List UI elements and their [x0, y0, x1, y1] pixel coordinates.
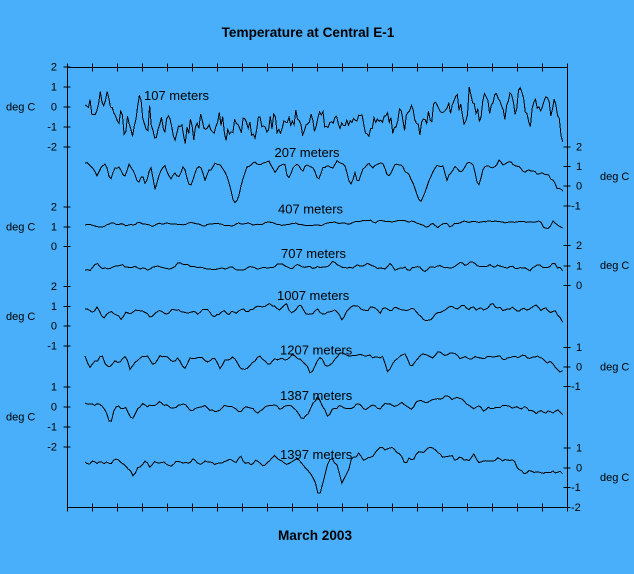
svg-text:207 meters: 207 meters	[275, 145, 341, 160]
svg-text:0: 0	[576, 362, 582, 374]
svg-text:March 2003: March 2003	[278, 528, 352, 543]
svg-text:deg C: deg C	[600, 260, 629, 272]
svg-text:deg C: deg C	[600, 472, 629, 484]
svg-text:2: 2	[51, 202, 57, 214]
svg-text:2: 2	[51, 281, 57, 293]
svg-text:0: 0	[51, 402, 57, 414]
svg-text:0: 0	[576, 181, 582, 193]
svg-text:1: 1	[51, 221, 57, 233]
svg-text:Temperature at Central E-1: Temperature at Central E-1	[222, 25, 395, 40]
svg-text:2: 2	[576, 142, 582, 154]
svg-text:1: 1	[576, 161, 582, 173]
svg-text:407 meters: 407 meters	[278, 202, 344, 217]
svg-text:-1: -1	[571, 201, 581, 213]
svg-text:-2: -2	[571, 502, 581, 514]
svg-text:1: 1	[576, 442, 582, 454]
svg-text:deg C: deg C	[6, 221, 35, 233]
svg-text:-1: -1	[47, 341, 57, 353]
svg-text:107 meters: 107 meters	[144, 88, 210, 103]
svg-text:2: 2	[51, 62, 57, 74]
svg-text:-1: -1	[571, 482, 581, 494]
svg-text:-2: -2	[47, 442, 57, 454]
svg-text:2: 2	[576, 240, 582, 252]
svg-text:1: 1	[51, 301, 57, 313]
svg-text:deg C: deg C	[6, 412, 35, 424]
svg-text:-2: -2	[47, 142, 57, 154]
svg-text:deg C: deg C	[600, 362, 629, 374]
svg-text:707 meters: 707 meters	[281, 246, 347, 261]
svg-text:1: 1	[576, 260, 582, 272]
svg-text:0: 0	[51, 102, 57, 114]
svg-text:1397 meters: 1397 meters	[280, 447, 353, 462]
svg-text:1207 meters: 1207 meters	[280, 343, 353, 358]
svg-text:1007 meters: 1007 meters	[277, 288, 350, 303]
svg-text:-1: -1	[47, 122, 57, 134]
svg-text:1: 1	[51, 382, 57, 394]
svg-text:-1: -1	[47, 422, 57, 434]
svg-text:0: 0	[576, 280, 582, 292]
svg-text:-1: -1	[571, 381, 581, 393]
svg-text:1: 1	[576, 342, 582, 354]
svg-text:deg C: deg C	[600, 171, 629, 183]
svg-text:0: 0	[576, 462, 582, 474]
svg-text:deg C: deg C	[6, 311, 35, 323]
svg-text:0: 0	[51, 241, 57, 253]
svg-text:deg C: deg C	[6, 102, 35, 114]
svg-text:1387 meters: 1387 meters	[280, 388, 353, 403]
svg-text:1: 1	[51, 82, 57, 94]
svg-text:0: 0	[51, 321, 57, 333]
